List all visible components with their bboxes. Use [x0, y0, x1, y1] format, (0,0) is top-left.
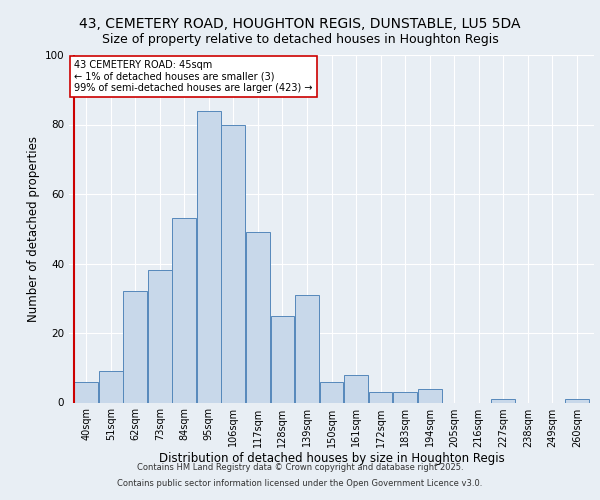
X-axis label: Distribution of detached houses by size in Houghton Regis: Distribution of detached houses by size …	[158, 452, 505, 466]
Bar	[393, 392, 417, 402]
Bar	[197, 110, 221, 403]
Bar	[320, 382, 343, 402]
Text: Contains public sector information licensed under the Open Government Licence v3: Contains public sector information licen…	[118, 478, 482, 488]
Bar	[295, 295, 319, 403]
Y-axis label: Number of detached properties: Number of detached properties	[28, 136, 40, 322]
Bar	[271, 316, 295, 402]
Bar	[74, 382, 98, 402]
Bar	[368, 392, 392, 402]
Bar	[418, 388, 442, 402]
Bar	[172, 218, 196, 402]
Bar	[221, 124, 245, 402]
Bar	[491, 399, 515, 402]
Text: 43 CEMETERY ROAD: 45sqm
← 1% of detached houses are smaller (3)
99% of semi-deta: 43 CEMETERY ROAD: 45sqm ← 1% of detached…	[74, 60, 313, 94]
Bar	[344, 374, 368, 402]
Text: Size of property relative to detached houses in Houghton Regis: Size of property relative to detached ho…	[101, 32, 499, 46]
Bar	[565, 399, 589, 402]
Bar	[246, 232, 270, 402]
Bar	[124, 292, 147, 403]
Bar	[99, 371, 122, 402]
Text: 43, CEMETERY ROAD, HOUGHTON REGIS, DUNSTABLE, LU5 5DA: 43, CEMETERY ROAD, HOUGHTON REGIS, DUNST…	[79, 18, 521, 32]
Text: Contains HM Land Registry data © Crown copyright and database right 2025.: Contains HM Land Registry data © Crown c…	[137, 464, 463, 472]
Bar	[148, 270, 172, 402]
